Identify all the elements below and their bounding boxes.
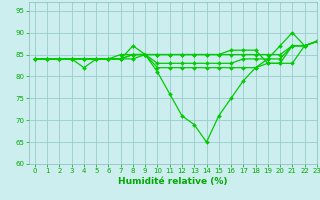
- X-axis label: Humidité relative (%): Humidité relative (%): [118, 177, 228, 186]
